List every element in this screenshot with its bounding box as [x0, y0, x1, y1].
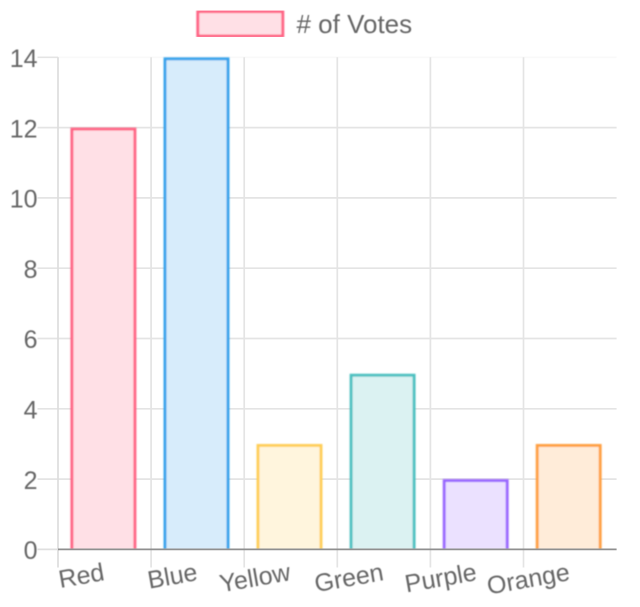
- svg-text:6: 6: [24, 326, 38, 354]
- svg-text:12: 12: [10, 115, 38, 143]
- svg-text:# of Votes: # of Votes: [297, 9, 413, 39]
- svg-text:8: 8: [24, 256, 38, 284]
- svg-text:14: 14: [10, 45, 38, 73]
- svg-text:10: 10: [10, 186, 38, 214]
- svg-text:2: 2: [24, 467, 38, 495]
- svg-text:4: 4: [24, 397, 38, 425]
- svg-text:0: 0: [24, 537, 38, 565]
